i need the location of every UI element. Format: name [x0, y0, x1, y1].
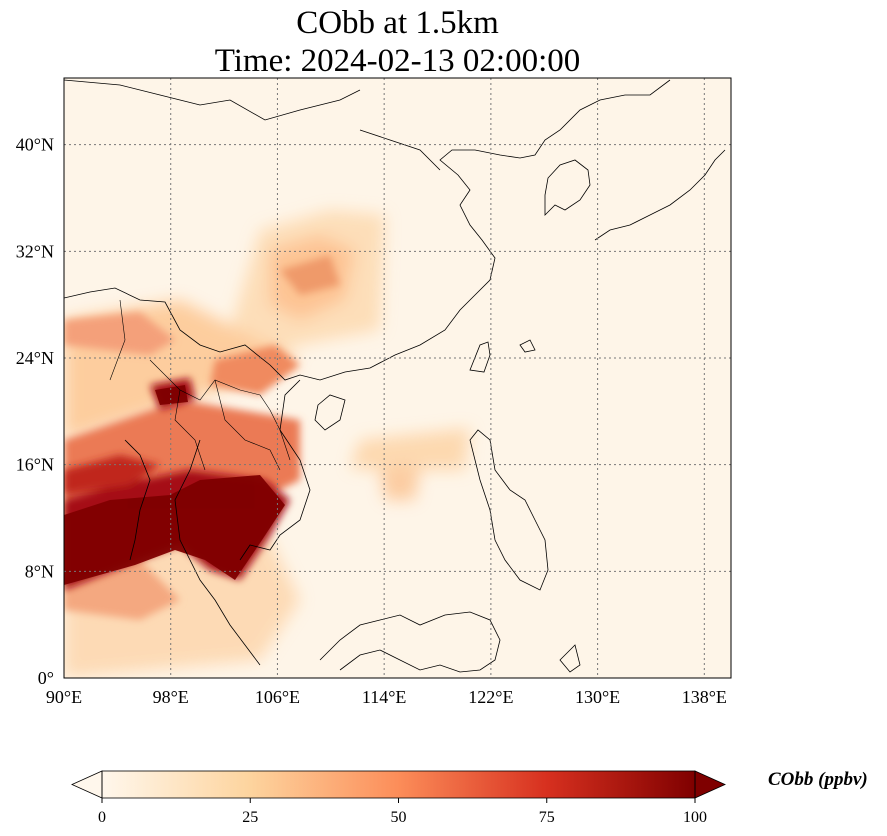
coastlines — [64, 79, 726, 673]
map-subtitle-time: Time: 2024-02-13 02:00:00 — [214, 43, 581, 79]
colorbar-gradient — [102, 771, 695, 798]
colorbar-tick-labels: 0 25 50 75 100 — [98, 798, 707, 826]
map-frame — [63, 77, 732, 679]
colorbar-tick-label: 75 — [539, 809, 555, 826]
colorbar-tick-label: 25 — [242, 809, 258, 826]
concentration-field — [64, 78, 731, 678]
latitude-tick-labels: 0° 8°N 16°N 24°N 32°N 40°N — [16, 135, 54, 688]
colorbar-extend-low — [71, 770, 103, 799]
colorbar-tick-label: 100 — [683, 809, 707, 826]
colorbar-tick-label: 0 — [98, 809, 106, 826]
longitude-tick-label: 114°E — [362, 687, 407, 707]
longitude-tick-label: 138°E — [682, 687, 727, 707]
longitude-tick-labels: 90°E 98°E 106°E 114°E 122°E 130°E 138°E — [46, 687, 727, 707]
longitude-tick-label: 106°E — [255, 687, 300, 707]
latitude-tick-label: 32°N — [16, 241, 54, 261]
longitude-tick-label: 122°E — [468, 687, 513, 707]
colorbar: 0 25 50 75 100 — [71, 770, 726, 826]
latitude-tick-label: 8°N — [25, 561, 54, 581]
colorbar-label: CObb (ppbv) — [768, 769, 868, 790]
latitude-tick-label: 40°N — [16, 135, 54, 155]
longitude-tick-label: 98°E — [153, 687, 189, 707]
latitude-tick-label: 24°N — [16, 348, 54, 368]
country-borders — [109, 299, 291, 471]
map-title: CObb at 1.5km — [296, 5, 499, 41]
longitude-tick-label: 130°E — [575, 687, 620, 707]
longitude-tick-label: 90°E — [46, 687, 82, 707]
latitude-tick-label: 0° — [38, 668, 54, 688]
colorbar-extend-high — [694, 770, 726, 799]
latitude-tick-label: 16°N — [16, 455, 54, 475]
colorbar-tick-label: 50 — [391, 809, 407, 826]
